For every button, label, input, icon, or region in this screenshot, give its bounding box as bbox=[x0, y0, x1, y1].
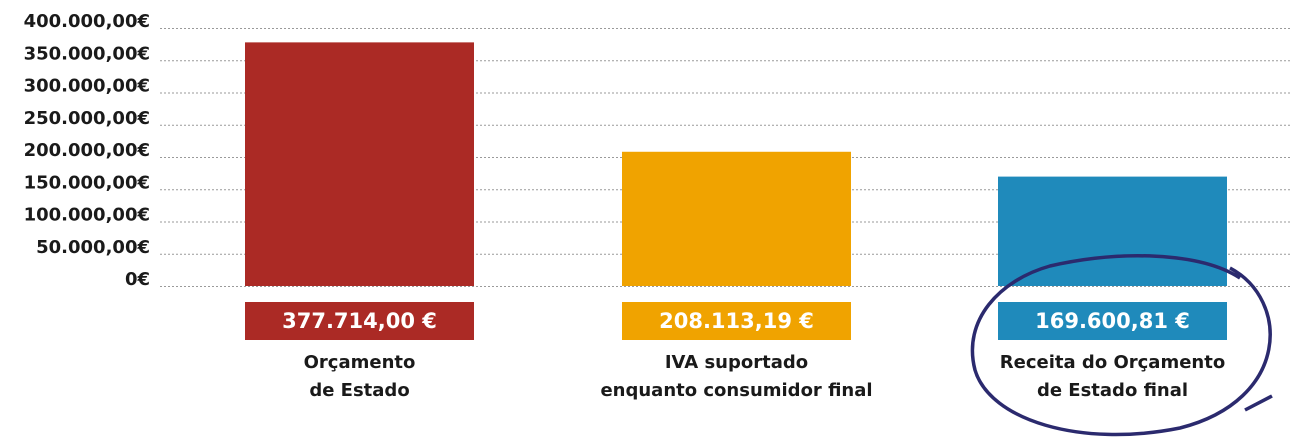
y-tick-label: 0€ bbox=[125, 269, 150, 290]
y-tick-label: 250.000,00€ bbox=[24, 108, 150, 129]
value-label: 377.714,00 € bbox=[282, 309, 437, 333]
highlight-tail bbox=[1245, 396, 1272, 410]
y-tick-label: 150.000,00€ bbox=[24, 172, 150, 193]
x-tick-label-line: enquanto consumidor final bbox=[600, 380, 872, 401]
value-label: 208.113,19 € bbox=[659, 309, 814, 333]
x-tick-label-line: Receita do Orçamento bbox=[1000, 352, 1225, 373]
y-tick-label: 200.000,00€ bbox=[24, 140, 150, 161]
y-tick-label: 50.000,00€ bbox=[36, 237, 150, 258]
x-tick-label: IVA suportado enquanto consumidor final bbox=[600, 352, 872, 401]
x-tick-label-line: de Estado final bbox=[1037, 380, 1188, 401]
x-tick-label-line: Orçamento bbox=[304, 352, 416, 373]
x-tick-label-line: de Estado bbox=[309, 380, 409, 401]
y-tick-label: 300.000,00€ bbox=[24, 76, 150, 97]
x-tick-label: Orçamento de Estado bbox=[304, 352, 416, 401]
x-tick-label: Receita do Orçamento de Estado final bbox=[1000, 352, 1225, 401]
x-tick-label-line: IVA suportado bbox=[665, 352, 808, 373]
bar bbox=[622, 152, 851, 286]
value-label: 169.600,81 € bbox=[1035, 309, 1190, 333]
y-tick-label: 100.000,00€ bbox=[24, 205, 150, 226]
bar bbox=[998, 177, 1227, 286]
y-tick-label: 400.000,00€ bbox=[24, 11, 150, 32]
bar bbox=[245, 42, 474, 286]
y-tick-label: 350.000,00€ bbox=[24, 43, 150, 64]
chart: 377.714,00 € Orçamento de Estado 208.113,19… bbox=[0, 0, 1292, 441]
